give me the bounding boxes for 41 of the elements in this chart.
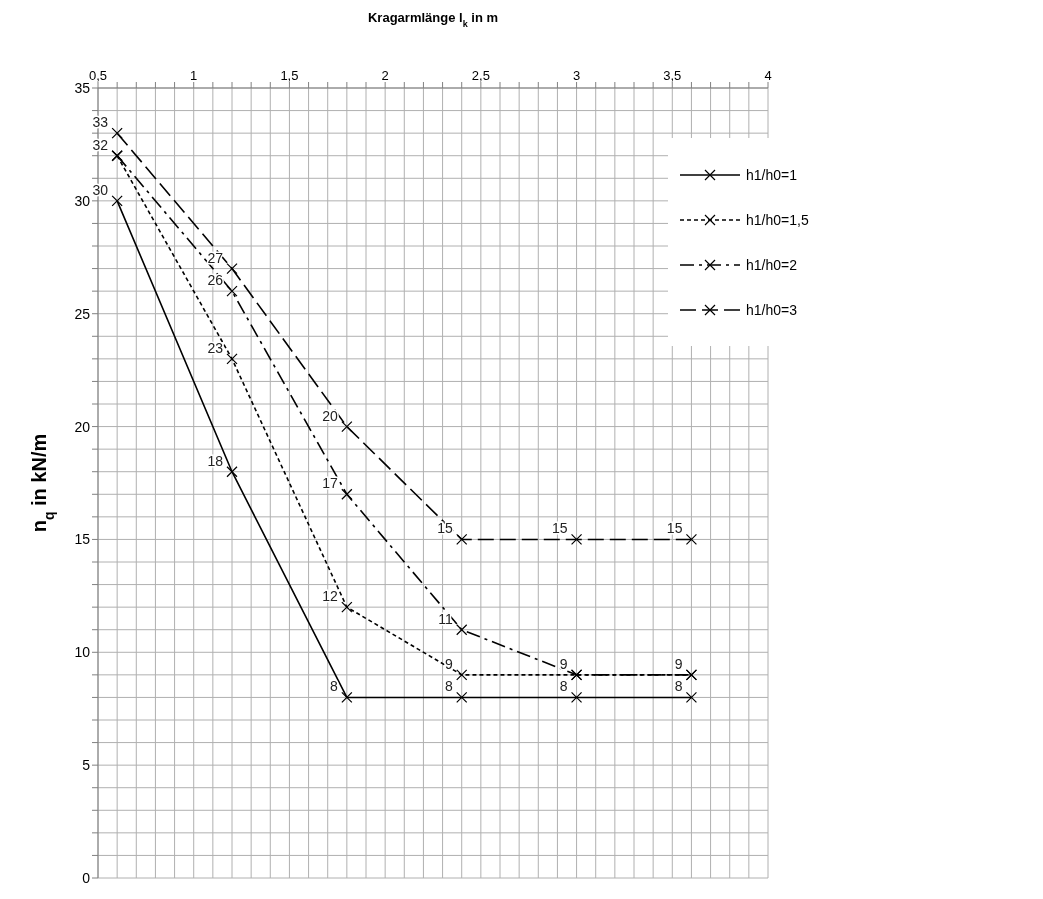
data-label: 17 xyxy=(322,475,339,492)
x-tick-label: 2 xyxy=(381,68,389,83)
y-tick-label: 5 xyxy=(82,757,91,774)
x-tick-label: 0,5 xyxy=(88,68,108,83)
data-label: 15 xyxy=(666,520,683,537)
y-tick-label: 0 xyxy=(82,869,91,886)
y-tick-label: 25 xyxy=(74,305,91,322)
data-label: 33 xyxy=(92,114,109,131)
y-tick-label: 15 xyxy=(74,531,91,548)
data-label: 32 xyxy=(92,136,109,153)
data-label: 11 xyxy=(438,610,453,627)
legend-label: h1/h0=1 xyxy=(746,166,797,183)
data-label: 18 xyxy=(207,452,224,469)
y-tick-label: 30 xyxy=(74,192,91,209)
data-label: 27 xyxy=(207,249,224,266)
legend-label: h1/h0=3 xyxy=(746,301,797,318)
data-label: 8 xyxy=(444,678,453,695)
data-label: 12 xyxy=(322,588,339,605)
y-tick-label: 20 xyxy=(74,418,91,435)
data-label: 20 xyxy=(322,407,339,424)
data-label: 23 xyxy=(207,339,224,356)
data-label: 15 xyxy=(551,520,568,537)
legend-label: h1/h0=1,5 xyxy=(746,211,809,228)
data-label: 9 xyxy=(559,655,568,672)
legend-label: h1/h0=2 xyxy=(746,256,797,273)
data-label: 8 xyxy=(674,678,683,695)
y-tick-label: 35 xyxy=(74,79,91,96)
data-label: 9 xyxy=(444,655,453,672)
data-label: 8 xyxy=(330,678,339,695)
x-tick-label: 3,5 xyxy=(663,68,682,83)
data-label: 8 xyxy=(559,678,568,695)
x-tick-label: 2,5 xyxy=(471,68,490,83)
x-tick-label: 1 xyxy=(190,68,198,83)
data-label: 26 xyxy=(207,272,224,289)
x-tick-label: 4 xyxy=(764,68,772,83)
x-tick-label: 3 xyxy=(572,68,581,83)
data-label: 15 xyxy=(437,520,453,537)
data-label: 9 xyxy=(674,655,683,672)
x-axis-title: Kragarmlänge l$_{k}$ in m xyxy=(367,10,499,29)
y-tick-label: 10 xyxy=(74,644,91,661)
x-tick-label: 1,5 xyxy=(280,68,299,83)
